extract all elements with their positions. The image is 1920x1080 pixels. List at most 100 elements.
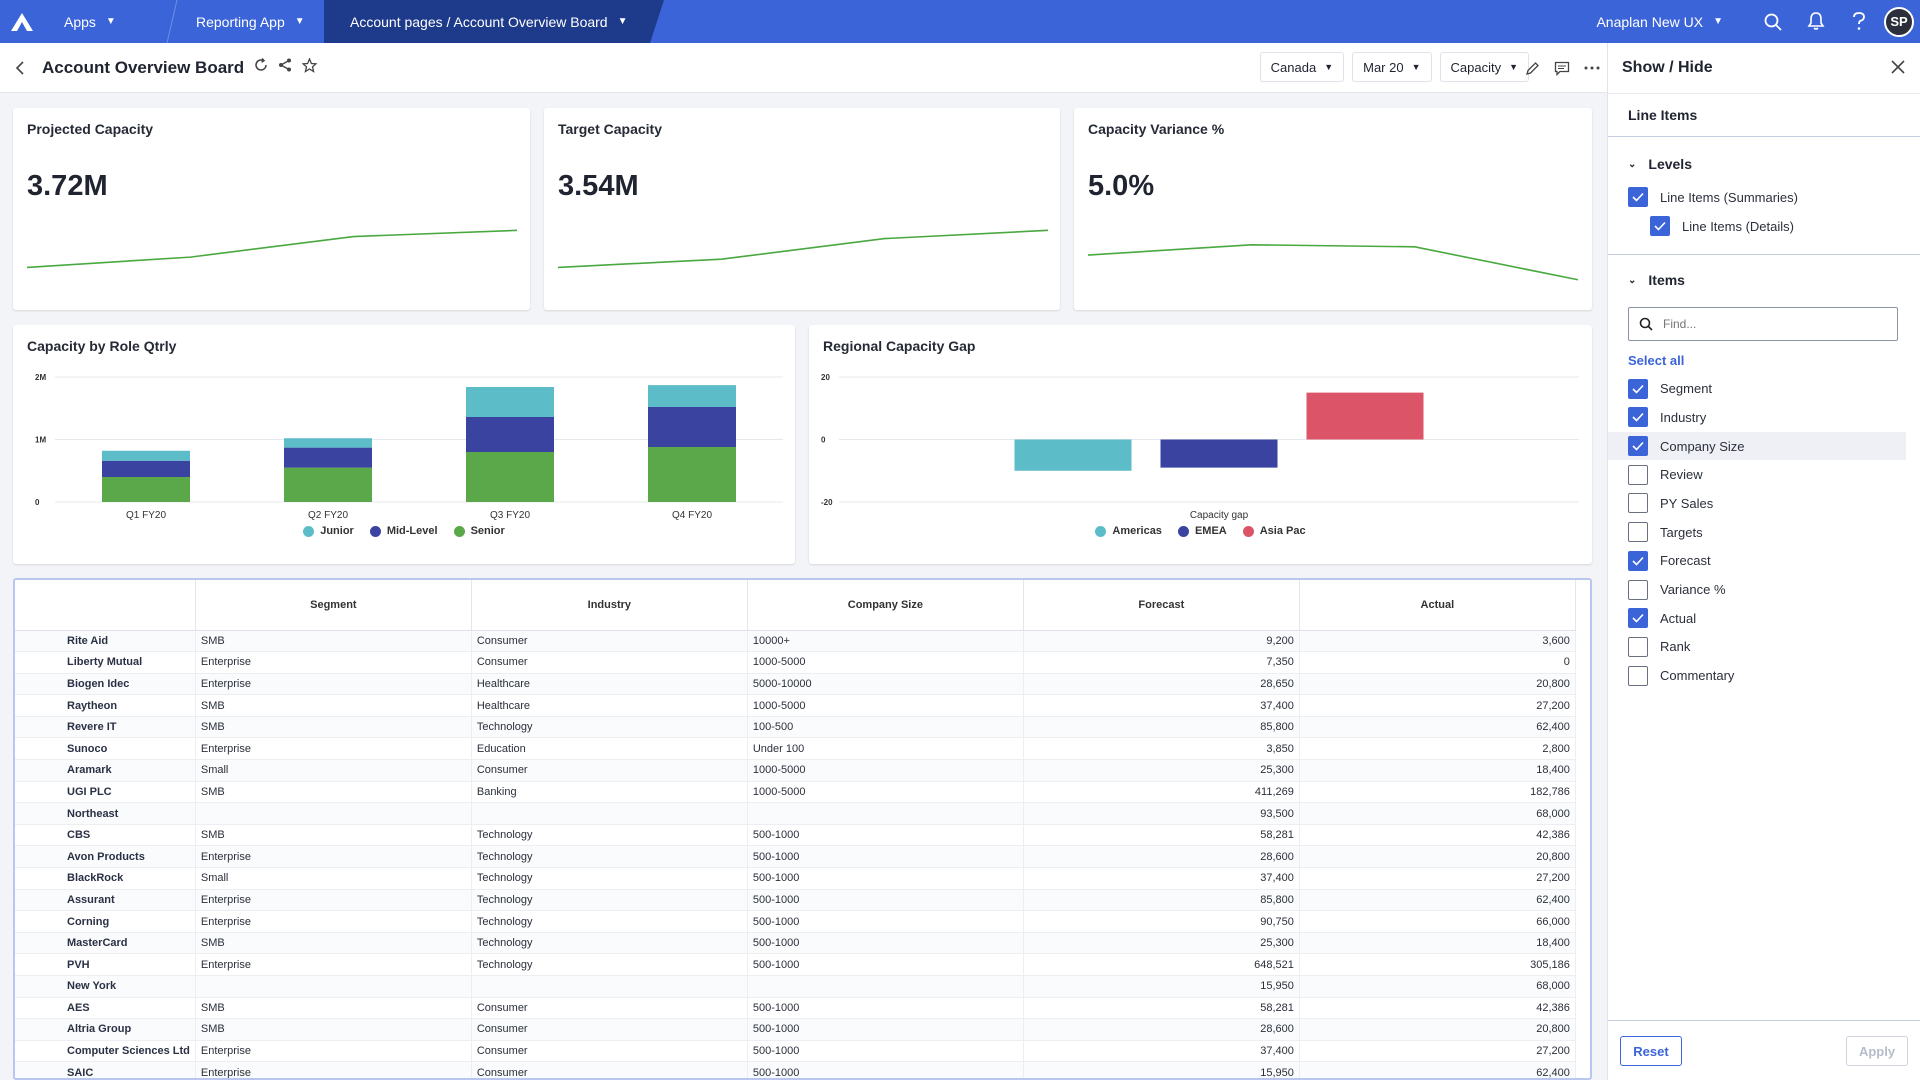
cell-company-size[interactable]: 500-1000 [747,845,1024,869]
cell-segment[interactable] [195,802,472,825]
row-label[interactable]: SAIC [15,1061,196,1078]
cell-actual[interactable]: 66,000 [1299,910,1576,933]
cell-company-size[interactable]: 500-1000 [747,953,1024,976]
bar-segment-mid-level[interactable] [102,460,190,477]
cell-industry[interactable]: Technology [471,824,748,847]
cell-forecast[interactable]: 15,950 [1023,1061,1300,1078]
cell-forecast[interactable]: 37,400 [1023,867,1300,890]
row-label[interactable]: Rite Aid [15,630,196,653]
cell-forecast[interactable]: 85,800 [1023,889,1300,912]
cell-segment[interactable]: SMB [195,997,472,1020]
cell-actual[interactable]: 27,200 [1299,694,1576,717]
items-section-toggle[interactable]: ⌄ Items [1608,261,1920,299]
cell-forecast[interactable]: 7,350 [1023,651,1300,674]
bar-emea[interactable] [1160,439,1278,468]
cell-industry[interactable]: Technology [471,845,748,869]
reporting-app-menu[interactable]: Reporting App ▼ [172,0,324,43]
levels-section-toggle[interactable]: ⌄ Levels [1608,145,1920,183]
cell-segment[interactable]: Small [195,867,472,890]
back-arrow-icon[interactable] [0,60,40,75]
bar-segment-junior[interactable] [466,387,554,417]
cell-forecast[interactable]: 15,950 [1023,975,1300,998]
tab-line-items[interactable]: Line Items [1608,93,1920,137]
bar-segment-junior[interactable] [648,385,736,407]
cell-industry[interactable]: Technology [471,889,748,912]
cell-forecast[interactable]: 648,521 [1023,953,1300,976]
checkbox-row-targets[interactable]: Targets [1608,518,1920,547]
column-header[interactable]: Segment [195,580,472,631]
cell-forecast[interactable]: 411,269 [1023,781,1300,804]
cell-segment[interactable]: Enterprise [195,845,472,869]
checkbox-row-forecast[interactable]: Forecast [1608,547,1920,576]
cell-company-size[interactable] [747,802,1024,825]
checkbox-checked-icon[interactable] [1628,550,1648,571]
cell-industry[interactable]: Consumer [471,651,748,674]
refresh-icon[interactable] [254,57,268,77]
row-label[interactable]: Biogen Idec [15,673,196,696]
bar-segment-mid-level[interactable] [284,447,372,468]
row-label[interactable]: Corning [15,910,196,933]
cell-forecast[interactable]: 28,650 [1023,673,1300,696]
cell-industry[interactable]: Consumer [471,1040,748,1063]
checkbox-checked-icon[interactable] [1628,608,1648,629]
cell-segment[interactable]: SMB [195,716,472,739]
checkbox-unchecked-icon[interactable] [1628,493,1648,514]
cell-segment[interactable]: Enterprise [195,651,472,674]
apps-menu[interactable]: Apps ▼ [44,0,178,43]
cell-forecast[interactable]: 28,600 [1023,1018,1300,1041]
column-header[interactable]: Industry [471,580,748,631]
bar-segment-mid-level[interactable] [466,417,554,452]
cell-industry[interactable]: Consumer [471,997,748,1020]
cell-actual[interactable]: 62,400 [1299,1061,1576,1078]
cell-industry[interactable]: Technology [471,910,748,933]
row-label[interactable]: PVH [15,953,196,976]
cell-industry[interactable]: Healthcare [471,694,748,717]
cell-actual[interactable]: 20,800 [1299,673,1576,696]
row-label[interactable]: Avon Products [15,845,196,869]
column-header[interactable]: Company Size [747,580,1024,631]
cell-industry[interactable]: Technology [471,953,748,976]
checkbox-row-py-sales[interactable]: PY Sales [1608,489,1920,518]
row-label[interactable]: BlackRock [15,867,196,890]
cell-forecast[interactable]: 37,400 [1023,694,1300,717]
cell-forecast[interactable]: 25,300 [1023,759,1300,782]
more-options-icon[interactable] [1577,66,1607,70]
cell-company-size[interactable]: 1000-5000 [747,759,1024,782]
cell-segment[interactable]: SMB [195,781,472,804]
row-label[interactable]: Computer Sciences Ltd [15,1040,196,1063]
cell-actual[interactable]: 68,000 [1299,975,1576,998]
row-label[interactable]: Liberty Mutual [15,651,196,674]
ux-switcher[interactable]: Anaplan New UX ▼ [1596,14,1723,30]
cell-segment[interactable]: Enterprise [195,910,472,933]
cell-forecast[interactable]: 3,850 [1023,737,1300,761]
row-label[interactable]: Raytheon [15,694,196,717]
row-label[interactable]: UGI PLC [15,781,196,804]
cell-industry[interactable]: Consumer [471,1018,748,1041]
checkbox-checked-icon[interactable] [1628,436,1648,457]
filter-region[interactable]: Canada ▼ [1259,52,1345,82]
cell-actual[interactable]: 42,386 [1299,824,1576,847]
cell-company-size[interactable]: Under 100 [747,737,1024,761]
checkbox-unchecked-icon[interactable] [1628,522,1648,543]
cell-forecast[interactable]: 85,800 [1023,716,1300,739]
cell-segment[interactable]: Enterprise [195,889,472,912]
cell-industry[interactable]: Technology [471,867,748,890]
avatar[interactable]: SP [1884,6,1914,37]
row-label[interactable]: AES [15,997,196,1020]
checkbox-row-rank[interactable]: Rank [1608,633,1920,662]
cell-segment[interactable]: SMB [195,1018,472,1041]
cell-industry[interactable]: Technology [471,716,748,739]
cell-actual[interactable]: 62,400 [1299,889,1576,912]
cell-actual[interactable]: 3,600 [1299,630,1576,653]
cell-industry[interactable]: Technology [471,932,748,955]
checkbox-row-actual[interactable]: Actual [1608,604,1920,633]
cell-segment[interactable]: SMB [195,932,472,955]
cell-forecast[interactable]: 93,500 [1023,802,1300,825]
bar-segment-junior[interactable] [284,438,372,448]
cell-company-size[interactable]: 100-500 [747,716,1024,739]
item-search-input[interactable] [1663,317,1883,332]
row-label[interactable]: Assurant [15,889,196,912]
bell-icon[interactable] [1794,0,1837,43]
cell-actual[interactable]: 42,386 [1299,997,1576,1020]
cell-actual[interactable]: 68,000 [1299,802,1576,825]
